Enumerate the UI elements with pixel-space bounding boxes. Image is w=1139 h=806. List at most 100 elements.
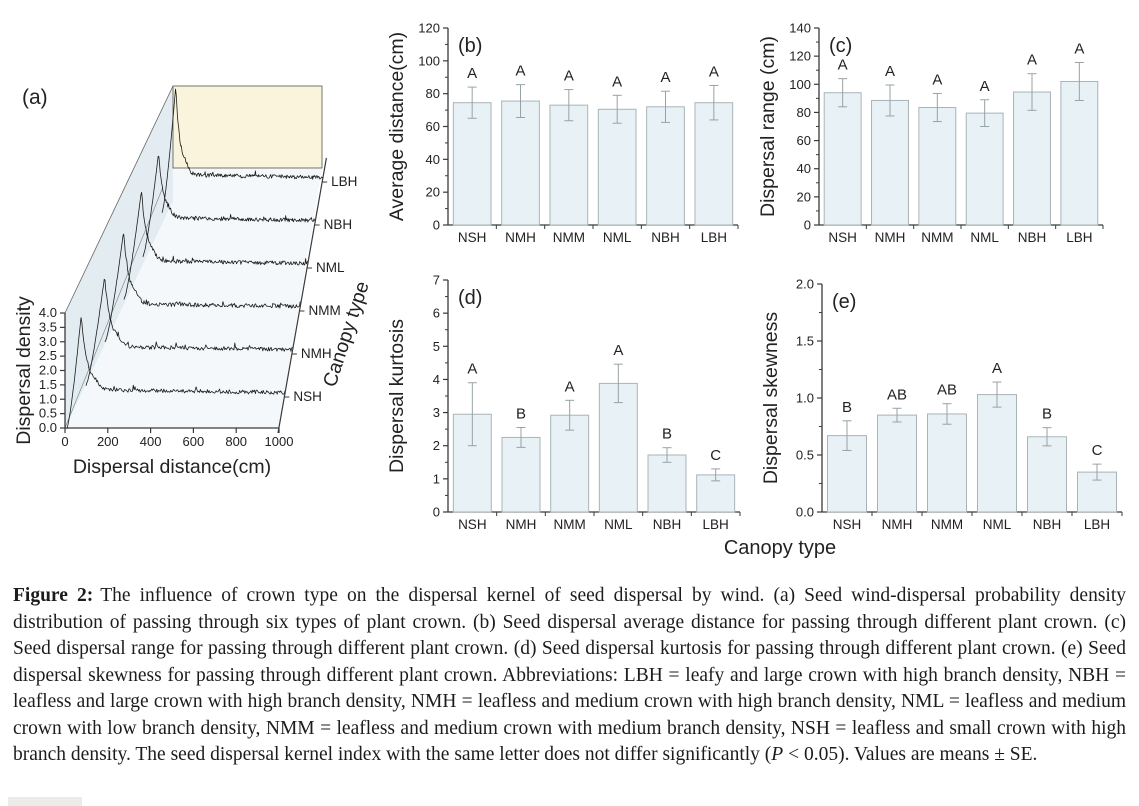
y-tick-label: 40 bbox=[426, 152, 440, 167]
density-tick-label: 2.5 bbox=[39, 348, 57, 363]
bar-NMM bbox=[927, 413, 967, 513]
y-axis-title: Average distance(cm) bbox=[386, 32, 408, 221]
category-label: LBH bbox=[1066, 230, 1092, 245]
bar-NBH bbox=[1027, 436, 1067, 513]
panel-e-bar-chart: 0.0 0.5 1.0 1.5 2.0 B NSH AB NMH AB NMM A NML B NBH C LB… bbox=[760, 277, 1123, 532]
y-tick-label: 5 bbox=[433, 339, 440, 354]
significance-letter: A bbox=[932, 71, 942, 88]
bar-NMH bbox=[871, 99, 909, 226]
significance-letter: C bbox=[1092, 442, 1103, 459]
category-label: NMM bbox=[921, 230, 953, 245]
category-label: NMH bbox=[875, 230, 906, 245]
canopy-tick-label-NMM: NMM bbox=[308, 303, 340, 318]
y-tick-label: 40 bbox=[797, 161, 811, 176]
significance-letter: A bbox=[565, 378, 575, 395]
left-wall-plane bbox=[65, 86, 173, 428]
category-label: NML bbox=[603, 230, 632, 245]
significance-letter: A bbox=[980, 78, 990, 95]
category-label: LBH bbox=[701, 230, 727, 245]
category-label: NMH bbox=[882, 517, 913, 532]
bar-LBH bbox=[694, 102, 734, 226]
category-label: NBH bbox=[653, 517, 682, 532]
bar-LBH bbox=[1060, 80, 1099, 226]
category-label: NSH bbox=[828, 230, 857, 245]
y-tick-label: 6 bbox=[433, 306, 440, 321]
y-tick-label: 4 bbox=[433, 372, 440, 387]
y-tick-label: 0.5 bbox=[796, 448, 814, 463]
density-curve-NMH bbox=[85, 278, 293, 386]
category-label: NSH bbox=[458, 230, 487, 245]
density-axis-title: Dispersal density bbox=[13, 296, 35, 445]
distance-tick-label: 400 bbox=[140, 434, 162, 449]
category-label: NBH bbox=[1033, 517, 1062, 532]
density-curve-NML bbox=[123, 191, 309, 300]
panel-a-3d-waterfall-plot: 0.00.51.01.52.02.53.03.54.0 0 200 400 600 800… bbox=[13, 85, 374, 478]
caption-body: The influence of crown type on the dispe… bbox=[13, 585, 1126, 765]
category-label: NMH bbox=[506, 517, 537, 532]
distance-axis-title: Dispersal distance(cm) bbox=[73, 456, 271, 478]
y-tick-label: 1.0 bbox=[796, 391, 814, 406]
bar-NML bbox=[977, 394, 1017, 513]
density-tick-label: 1.0 bbox=[39, 391, 57, 406]
floor-left-edge bbox=[64, 186, 164, 429]
category-label: NSH bbox=[458, 517, 487, 532]
significance-letter: A bbox=[612, 73, 622, 90]
bar-NML bbox=[965, 112, 1004, 226]
bar-NMM bbox=[549, 104, 589, 226]
distance-tick-label: 1000 bbox=[265, 434, 294, 449]
significance-letter: B bbox=[842, 399, 852, 416]
bar-NBH bbox=[647, 454, 687, 513]
y-tick-label: 2 bbox=[433, 438, 440, 453]
density-tick-label: 4.0 bbox=[39, 305, 57, 320]
bar-NMH bbox=[501, 100, 540, 226]
canopy-tick-label-LBH: LBH bbox=[331, 174, 357, 189]
bar-NML bbox=[598, 382, 638, 513]
density-curve-NMM bbox=[104, 233, 301, 343]
bar-NBH bbox=[646, 106, 685, 226]
density-tick-label: 3.0 bbox=[39, 334, 57, 349]
y-tick-label: 3 bbox=[433, 405, 440, 420]
density-tick-label: 1.5 bbox=[39, 377, 57, 392]
significance-letter: AB bbox=[937, 382, 957, 399]
significance-letter: A bbox=[660, 69, 670, 86]
significance-letter: A bbox=[564, 68, 574, 85]
caption-figure-label: Figure 2: bbox=[13, 585, 94, 606]
caption-p-symbol: P bbox=[771, 744, 784, 765]
panel-label: (c) bbox=[829, 35, 852, 57]
bar-NBH bbox=[1013, 91, 1051, 226]
y-tick-label: 7 bbox=[433, 273, 440, 288]
bar-NMM bbox=[918, 107, 957, 226]
bar-LBH bbox=[1077, 471, 1117, 513]
y-tick-label: 0 bbox=[804, 218, 811, 233]
y-tick-label: 1 bbox=[433, 471, 440, 486]
y-tick-label: 2.0 bbox=[796, 277, 814, 292]
bottom-page-strip bbox=[8, 797, 82, 806]
y-tick-label: 60 bbox=[797, 133, 811, 148]
y-axis-title: Dispersal kurtosis bbox=[386, 319, 408, 473]
canopy-axis-title: Canopy type bbox=[319, 279, 374, 390]
significance-letter: A bbox=[885, 63, 895, 80]
category-label: NBH bbox=[1018, 230, 1047, 245]
category-label: LBH bbox=[1084, 517, 1110, 532]
category-label: NSH bbox=[833, 517, 862, 532]
y-tick-label: 0.0 bbox=[796, 505, 814, 520]
shared-x-axis-title: Canopy type bbox=[723, 537, 837, 559]
y-tick-label: 20 bbox=[797, 189, 811, 204]
panel-label: (d) bbox=[458, 287, 482, 309]
canopy-tick-label-NML: NML bbox=[316, 260, 345, 275]
significance-letter: AB bbox=[887, 386, 907, 403]
significance-letter: A bbox=[467, 65, 477, 82]
bar-NMH bbox=[501, 436, 541, 513]
panel-label: (a) bbox=[22, 86, 48, 109]
distance-tick-label: 600 bbox=[183, 434, 205, 449]
y-tick-label: 1.5 bbox=[796, 334, 814, 349]
y-tick-label: 0 bbox=[433, 505, 440, 520]
y-tick-label: 20 bbox=[426, 185, 440, 200]
canopy-axis bbox=[277, 157, 327, 434]
figure-caption: Figure 2: The influence of crown type on … bbox=[13, 583, 1126, 769]
category-label: NML bbox=[983, 517, 1012, 532]
category-label: NMM bbox=[554, 517, 586, 532]
density-tick-label: 3.5 bbox=[39, 319, 57, 334]
category-label: NML bbox=[604, 517, 633, 532]
